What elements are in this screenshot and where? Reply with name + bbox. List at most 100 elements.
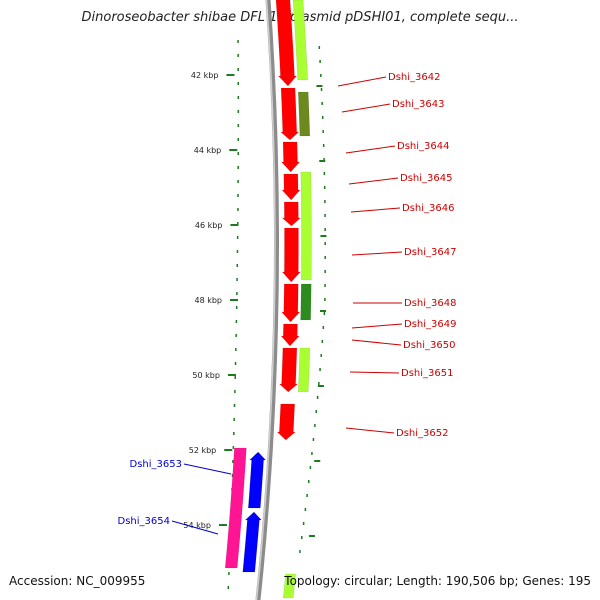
gene-leader-line	[348, 177, 399, 185]
topology-summary: Topology: circular; Length: 190,506 bp; …	[284, 574, 591, 588]
lime-feature	[297, 347, 311, 393]
minor-tick-inner	[235, 334, 237, 337]
reverse-gene	[242, 511, 262, 573]
minor-tick-outer	[322, 326, 325, 329]
gene-label: Dshi_3654	[118, 516, 170, 527]
gene-leader-line	[337, 76, 387, 87]
major-tick-outer	[320, 310, 326, 312]
minor-tick-outer	[318, 382, 320, 385]
minor-tick-outer	[306, 494, 308, 497]
gene-leader-line	[351, 323, 403, 329]
major-tick	[230, 299, 238, 301]
gene-label: Dshi_3643	[392, 99, 444, 110]
gene-label: Dshi_3644	[397, 141, 449, 152]
gene-label: Dshi_3642	[388, 72, 440, 83]
backbone-highlight	[255, 0, 276, 600]
major-tick-outer	[308, 535, 315, 537]
minor-tick-outer	[320, 88, 323, 91]
minor-tick-inner	[237, 222, 239, 225]
gene-label: Dshi_3653	[130, 459, 182, 470]
minor-tick-outer	[324, 200, 326, 203]
minor-tick-inner	[237, 110, 240, 113]
minor-tick-outer	[312, 438, 315, 441]
minor-tick-inner	[237, 40, 239, 43]
minor-tick-outer	[320, 354, 322, 357]
forward-gene	[281, 201, 302, 227]
minor-tick-inner	[234, 390, 236, 393]
tick-marks: 42 kbp 44 kbp 46 kbp 48 kbp 50 kbp 52 kbp 54 k…	[183, 40, 327, 589]
minor-tick-inner	[237, 180, 239, 183]
major-tick	[226, 74, 235, 76]
minor-tick-outer	[323, 172, 326, 175]
minor-tick-outer	[321, 116, 324, 119]
minor-tick-inner	[237, 194, 239, 197]
forward-gene	[280, 87, 300, 141]
minor-tick-inner	[227, 586, 230, 589]
major-tick	[229, 149, 238, 151]
minor-tick-inner	[237, 166, 239, 169]
minor-tick-inner	[237, 152, 239, 155]
minor-tick-inner	[236, 264, 239, 267]
minor-tick-outer	[311, 452, 313, 455]
minor-tick-inner	[237, 96, 240, 99]
gene-label: Dshi_3649	[404, 319, 456, 330]
minor-tick-outer	[324, 270, 326, 273]
gene-leader-line	[349, 371, 400, 374]
minor-tick-outer	[308, 480, 310, 483]
minor-tick-inner	[235, 320, 238, 323]
minor-tick-outer	[316, 396, 319, 399]
gene-leader-line	[345, 427, 395, 434]
accession-text: Accession: NC_009955	[9, 574, 146, 588]
forward-gene	[276, 403, 296, 441]
feature-track	[224, 0, 312, 599]
forward-gene	[280, 323, 300, 347]
major-tick	[230, 224, 239, 226]
major-tick	[227, 374, 236, 376]
minor-tick-outer	[309, 466, 312, 469]
major-tick	[224, 449, 233, 451]
minor-tick-inner	[234, 376, 236, 379]
minor-tick-outer	[324, 214, 326, 217]
tick-label: 48 kbp	[194, 296, 222, 305]
minor-tick-inner	[235, 306, 238, 309]
tick-label: 44 kbp	[194, 146, 222, 155]
minor-tick-inner	[233, 432, 235, 435]
gene-leader-line	[350, 207, 401, 213]
tick-label: 42 kbp	[191, 71, 219, 80]
forward-gene	[281, 173, 301, 201]
gene-leader-line	[183, 463, 232, 475]
minor-tick-outer	[324, 298, 326, 301]
minor-tick-outer	[315, 410, 318, 413]
minor-tick-inner	[237, 68, 239, 71]
minor-tick-outer	[321, 340, 324, 343]
forward-gene	[278, 347, 299, 393]
gene-label: Dshi_3646	[402, 203, 454, 214]
backbone	[255, 0, 279, 600]
minor-tick-inner	[236, 292, 238, 295]
major-tick-outer	[319, 160, 326, 162]
minor-tick-inner	[237, 208, 239, 211]
minor-tick-outer	[320, 74, 322, 77]
minor-tick-outer	[323, 312, 326, 315]
gene-leader-line	[351, 339, 402, 346]
minor-tick-inner	[233, 418, 235, 421]
minor-tick-inner	[236, 236, 239, 239]
gene-leader-line	[351, 251, 403, 256]
gene-leader-line	[341, 103, 391, 113]
major-tick-outer	[314, 460, 321, 462]
minor-tick-outer	[321, 102, 323, 105]
minor-tick-inner	[236, 250, 239, 253]
minor-tick-outer	[324, 228, 326, 231]
forward-gene	[281, 227, 301, 283]
major-tick	[218, 524, 227, 526]
minor-tick-inner	[234, 362, 237, 365]
major-tick-outer	[316, 85, 323, 87]
lime-feature	[292, 0, 308, 81]
tick-label: 50 kbp	[192, 371, 220, 380]
minor-tick-inner	[237, 82, 240, 85]
minor-tick-outer	[324, 256, 326, 259]
minor-tick-outer	[323, 158, 325, 161]
lime-feature	[282, 573, 296, 599]
minor-tick-inner	[237, 138, 240, 141]
major-tick-outer	[317, 385, 324, 387]
